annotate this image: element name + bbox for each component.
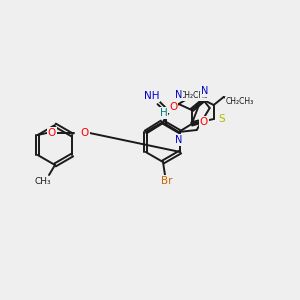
Text: S: S	[218, 114, 225, 124]
Text: N: N	[175, 90, 182, 100]
Text: O: O	[48, 128, 56, 138]
Text: H: H	[160, 108, 168, 118]
Text: NH: NH	[144, 91, 159, 101]
Text: O: O	[81, 128, 89, 138]
Text: N: N	[201, 86, 208, 96]
Text: O: O	[200, 117, 208, 127]
Text: Br: Br	[161, 176, 173, 186]
Text: CH₂CH₃: CH₂CH₃	[226, 98, 254, 106]
Text: N: N	[175, 135, 182, 145]
Text: CH₂CH₃: CH₂CH₃	[180, 92, 208, 100]
Text: O: O	[169, 102, 177, 112]
Text: CH₃: CH₃	[35, 176, 51, 185]
